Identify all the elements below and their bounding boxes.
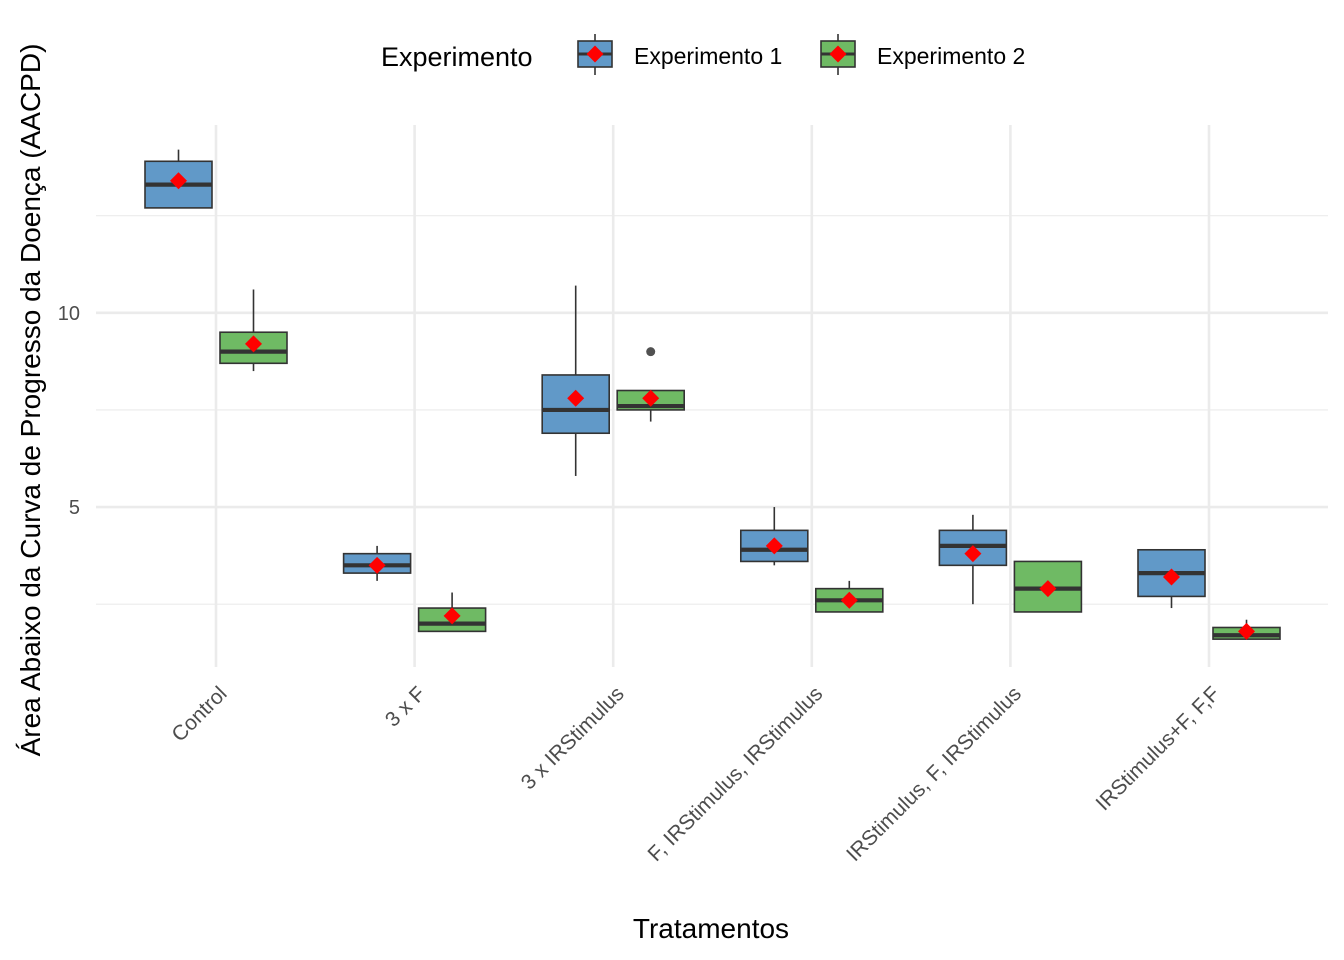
x-tick-label: F, IRStimulus, IRStimulus — [644, 682, 828, 866]
grid — [96, 125, 1328, 667]
x-tick-label: Control — [167, 682, 231, 746]
y-axis-title: Área Abaixo da Curva de Progresso da Doe… — [15, 44, 46, 757]
mean-marker — [642, 389, 660, 407]
boxplot — [417, 592, 487, 633]
mean-marker — [765, 537, 783, 555]
mean-marker — [840, 591, 858, 609]
legend-item: Experimento 2 — [820, 34, 1025, 75]
legend-label: Experimento 1 — [634, 43, 782, 69]
mean-marker — [1238, 622, 1255, 640]
boxplot — [541, 285, 611, 476]
mean-marker — [368, 556, 386, 574]
outlier-point — [646, 347, 656, 357]
boxplot — [938, 514, 1008, 605]
x-axis-ticks: Control 3 x F 3 x IRStimulus F, IRStimulus,… — [167, 682, 1224, 866]
mean-marker — [170, 172, 187, 190]
boxplot — [342, 545, 412, 581]
legend-mean-marker — [586, 45, 604, 63]
y-tick-label: 5 — [69, 497, 80, 519]
legend-mean-marker — [829, 45, 847, 63]
legend-label: Experimento 2 — [877, 43, 1025, 69]
boxplot — [144, 149, 213, 209]
mean-marker — [1039, 580, 1057, 598]
boxplot — [739, 507, 809, 566]
boxplot — [1137, 548, 1206, 609]
boxplot — [1013, 560, 1083, 613]
mean-marker — [567, 389, 585, 407]
mean-marker — [245, 335, 262, 353]
boxplot — [616, 347, 686, 422]
mean-marker — [443, 607, 461, 625]
x-tick-label: 3 x F — [381, 682, 430, 731]
mean-marker — [964, 545, 982, 563]
mean-marker — [1163, 568, 1180, 586]
x-tick-label: IRStimulus+F, F,F — [1092, 682, 1225, 815]
y-axis-ticks: 5 10 — [58, 303, 80, 519]
legend: Experimento Experimento 1 Experimento 2 — [381, 34, 1025, 75]
boxplot — [814, 580, 884, 613]
legend-item: Experimento 1 — [577, 34, 782, 75]
y-tick-label: 10 — [58, 303, 80, 325]
boxplot — [1212, 619, 1281, 640]
x-tick-label: 3 x IRStimulus — [517, 682, 629, 794]
legend-title: Experimento — [381, 42, 533, 72]
x-tick-label: IRStimulus, F, IRStimulus — [842, 682, 1026, 866]
boxplots — [144, 149, 1281, 640]
x-axis-title: Tratamentos — [633, 913, 789, 944]
boxplot — [219, 289, 288, 372]
